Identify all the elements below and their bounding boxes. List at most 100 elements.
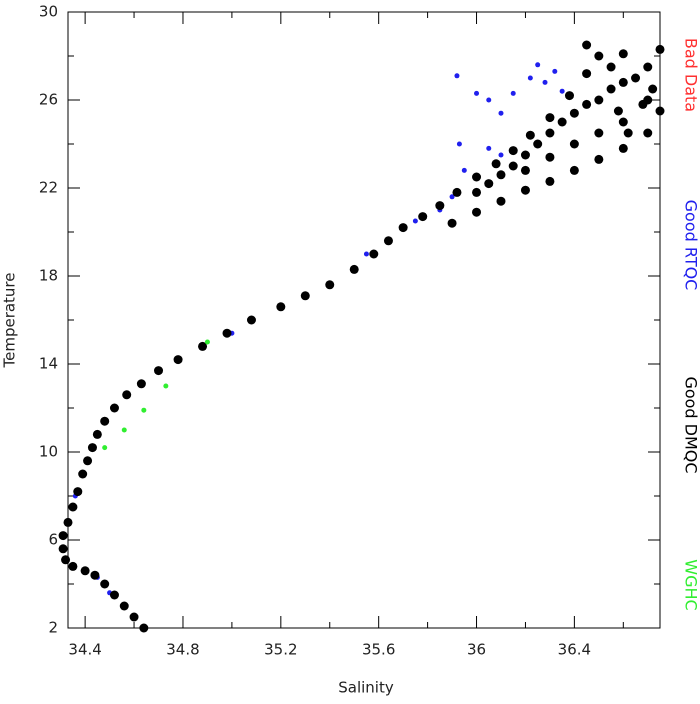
point (648, 85, 657, 94)
point (68, 562, 77, 571)
point (594, 96, 603, 105)
point (552, 69, 557, 74)
point (619, 144, 628, 153)
x-tick-label: 35.6 (362, 641, 395, 659)
point (102, 445, 107, 450)
point (435, 201, 444, 210)
point (81, 566, 90, 575)
point (452, 188, 461, 197)
point (223, 329, 232, 338)
point (139, 624, 148, 633)
point (154, 366, 163, 375)
point (174, 355, 183, 364)
point (418, 212, 427, 221)
legend-label: Good RTQC (682, 200, 700, 291)
point (120, 602, 129, 611)
y-tick-label: 10 (39, 443, 58, 461)
point (73, 487, 82, 496)
point (472, 173, 481, 182)
point (276, 302, 285, 311)
point (350, 265, 359, 274)
point (399, 223, 408, 232)
point (570, 109, 579, 118)
point (64, 518, 73, 527)
point (163, 384, 168, 389)
point (484, 179, 493, 188)
point (582, 69, 591, 78)
legend-label: Bad Data (682, 38, 700, 112)
y-tick-label: 30 (39, 3, 58, 21)
point (486, 146, 491, 151)
point (454, 73, 459, 78)
point (582, 41, 591, 50)
point (509, 146, 518, 155)
point (643, 129, 652, 138)
y-tick-label: 22 (39, 179, 58, 197)
point (68, 503, 77, 512)
y-tick-label: 14 (39, 355, 58, 373)
point (594, 52, 603, 61)
point (543, 80, 548, 85)
point (498, 111, 503, 116)
point (521, 186, 530, 195)
point (535, 62, 540, 67)
point (624, 129, 633, 138)
point (472, 188, 481, 197)
point (511, 91, 516, 96)
point (558, 118, 567, 127)
point (462, 168, 467, 173)
point (369, 250, 378, 259)
point (607, 63, 616, 72)
point (474, 91, 479, 96)
x-axis-label: Salinity (338, 679, 394, 697)
point (110, 591, 119, 600)
point (560, 89, 565, 94)
point (141, 408, 146, 413)
point (656, 45, 665, 54)
point (545, 177, 554, 186)
point (565, 91, 574, 100)
point (413, 219, 418, 224)
point (526, 131, 535, 140)
point (496, 170, 505, 179)
point (122, 428, 127, 433)
point (528, 76, 533, 81)
point (619, 78, 628, 87)
point (545, 153, 554, 162)
point (61, 555, 70, 564)
point (110, 404, 119, 413)
point (631, 74, 640, 83)
point (570, 140, 579, 149)
point (492, 159, 501, 168)
plot-frame (68, 12, 660, 628)
point (130, 613, 139, 622)
point (78, 470, 87, 479)
point (88, 443, 97, 452)
point (384, 236, 393, 245)
point (594, 155, 603, 164)
x-tick-label: 36 (467, 641, 486, 659)
point (93, 430, 102, 439)
point (509, 162, 518, 171)
point (582, 100, 591, 109)
point (100, 417, 109, 426)
legend-label: Good DMQC (682, 376, 700, 473)
point (90, 571, 99, 580)
point (100, 580, 109, 589)
y-axis-label: Temperature (1, 272, 19, 368)
point (545, 129, 554, 138)
y-tick-label: 6 (48, 531, 58, 549)
point (498, 153, 503, 158)
point (457, 142, 462, 147)
point (486, 98, 491, 103)
point (364, 252, 369, 257)
point (619, 118, 628, 127)
point (83, 456, 92, 465)
point (59, 544, 68, 553)
point (607, 85, 616, 94)
point (448, 219, 457, 228)
point (619, 49, 628, 58)
legend-label: WGHC (682, 559, 700, 610)
point (301, 291, 310, 300)
